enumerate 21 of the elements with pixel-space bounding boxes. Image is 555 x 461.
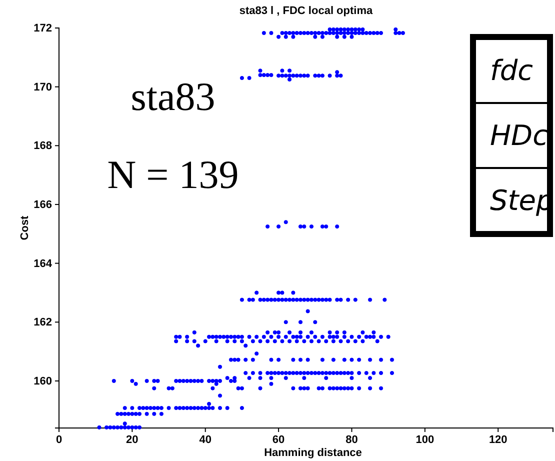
chart-title: sta83 l , FDC local optima bbox=[239, 5, 374, 17]
annotation: sta83 bbox=[130, 74, 216, 119]
y-tick-label: 160 bbox=[34, 375, 52, 388]
y-tick-label: 170 bbox=[34, 81, 52, 94]
y-axis-title: Cost bbox=[19, 215, 31, 240]
x-tick-label: 100 bbox=[416, 434, 434, 446]
y-tick-label: 162 bbox=[34, 316, 52, 329]
x-tick-label: 80 bbox=[346, 434, 358, 446]
annotation: HDc bbox=[490, 119, 549, 152]
x-tick-label: 60 bbox=[272, 434, 285, 446]
y-tick-label: 172 bbox=[34, 22, 52, 35]
x-tick-label: 40 bbox=[199, 434, 212, 446]
annotation: fdc bbox=[490, 54, 534, 87]
annotation: N = 139 bbox=[107, 152, 239, 197]
x-tick-label: 20 bbox=[126, 434, 138, 446]
x-axis-title: Hamming distance bbox=[264, 447, 362, 459]
y-tick-label: 168 bbox=[34, 140, 52, 152]
x-tick-label: 0 bbox=[56, 434, 62, 446]
y-tick-label: 164 bbox=[34, 258, 53, 270]
x-tick-label: 120 bbox=[488, 434, 508, 446]
y-tick-label: 166 bbox=[34, 198, 52, 211]
